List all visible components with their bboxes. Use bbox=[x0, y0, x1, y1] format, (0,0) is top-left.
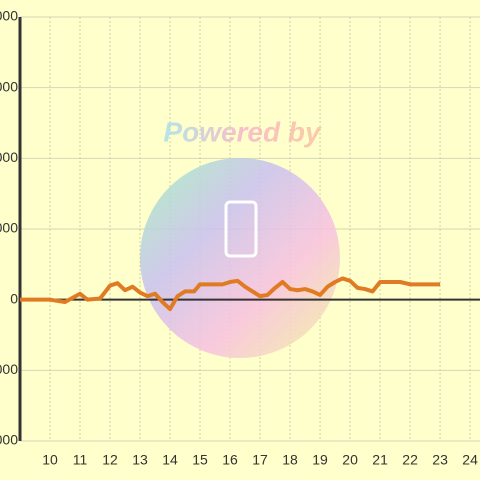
x-tick-label: 23 bbox=[432, 452, 448, 468]
x-tick-label: 17 bbox=[252, 452, 268, 468]
x-tick-label: 15 bbox=[192, 452, 208, 468]
x-tick-label: 18 bbox=[282, 452, 298, 468]
y-tick-label: 3,000 bbox=[0, 220, 18, 236]
x-tick-label: 21 bbox=[372, 452, 388, 468]
watermark-text: Powered by bbox=[163, 116, 322, 147]
x-tick-label: 19 bbox=[312, 452, 328, 468]
y-tick-label: 9,000 bbox=[0, 78, 18, 94]
y-tick-label: 0 bbox=[10, 290, 18, 306]
x-tick-label: 10 bbox=[42, 452, 58, 468]
x-tick-label: 24 bbox=[462, 452, 478, 468]
x-tick-label: 12 bbox=[102, 452, 118, 468]
data-line bbox=[20, 276, 441, 312]
y-tick-label: -6,000 bbox=[0, 432, 18, 448]
x-tick-label: 20 bbox=[342, 452, 358, 468]
x-tick-label: 16 bbox=[222, 452, 238, 468]
y-tick-label: -3,000 bbox=[0, 361, 18, 377]
y-tick-label: 6,000 bbox=[0, 149, 18, 165]
plot: -6,000 -3,000 0 3,000 6,000 9,000 12,000 10 11 12… bbox=[0, 8, 480, 468]
y-tick-label: 12,000 bbox=[0, 8, 18, 24]
x-tick-label: 13 bbox=[132, 452, 148, 468]
x-tick-label: 22 bbox=[402, 452, 418, 468]
x-tick-label: 14 bbox=[162, 452, 178, 468]
x-tick-label: 11 bbox=[73, 452, 88, 468]
watermark-logo bbox=[140, 158, 340, 358]
watermark-icon bbox=[224, 200, 258, 258]
